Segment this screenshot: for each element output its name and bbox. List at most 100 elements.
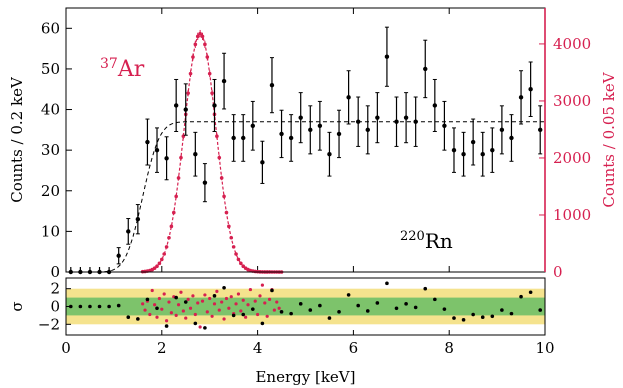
residual-data-point (538, 308, 542, 312)
ar37-point (158, 262, 162, 266)
residual-ar37-point (199, 325, 202, 328)
x-tick-label: 10 (535, 339, 554, 357)
residual-ar37-point (256, 313, 259, 316)
residual-y-tick-label: 2 (50, 280, 60, 298)
residual-ar37-point (261, 284, 264, 287)
data-point (433, 103, 437, 107)
residual-ar37-point (170, 311, 173, 314)
x-tick-label: 4 (253, 339, 263, 357)
data-point (481, 152, 485, 156)
residual-data-point (356, 304, 360, 308)
ar37-point (194, 43, 198, 47)
residual-data-point (337, 310, 341, 314)
residual-data-point (232, 314, 236, 318)
data-point (500, 128, 504, 132)
ar37-annotation: 37Ar (100, 56, 145, 82)
residual-data-point (203, 326, 207, 330)
ar37-point (239, 262, 243, 266)
data-point (289, 136, 293, 140)
residual-ar37-point (153, 303, 156, 306)
data-point (164, 156, 168, 160)
data-point (538, 128, 542, 132)
residual-ar37-point (148, 313, 151, 316)
residual-data-point (471, 313, 475, 317)
residual-ar37-point (177, 303, 180, 306)
residual-data-point (194, 322, 198, 326)
residual-ar37-point (242, 299, 245, 302)
residual-ar37-point (263, 301, 266, 304)
residual-ar37-point (225, 297, 228, 300)
residual-ar37-point (230, 295, 233, 298)
ar37-point (189, 72, 193, 76)
data-point (423, 67, 427, 71)
data-point (385, 55, 389, 59)
y-tick-label-left: 40 (41, 101, 60, 119)
ar37-point (198, 32, 202, 36)
data-point (116, 254, 120, 258)
residual-ar37-point (275, 300, 278, 303)
residual-data-point (261, 322, 265, 326)
residual-ar37-point (143, 308, 146, 311)
residual-ar37-point (179, 291, 182, 294)
ar37-point (215, 134, 219, 138)
data-point (251, 124, 255, 128)
residual-ar37-point (191, 294, 194, 297)
y-tick-label-left: 0 (50, 263, 60, 281)
data-point (174, 103, 178, 107)
data-point (528, 87, 532, 91)
residual-ar37-point (220, 300, 223, 303)
residual-data-point (289, 312, 293, 316)
residual-data-point (443, 307, 447, 311)
residual-ar37-point (189, 307, 192, 310)
residual-data-point (299, 302, 303, 306)
residual-data-point (433, 298, 437, 302)
ar37-point (174, 195, 178, 199)
x-axis-label: Energy [keV] (255, 368, 355, 386)
y-tick-label-left: 30 (41, 141, 60, 159)
ar37-point (167, 236, 171, 240)
ar37-model-curve (143, 34, 282, 272)
y-tick-label-left: 60 (41, 19, 60, 37)
residual-ar37-point (268, 298, 271, 301)
residual-data-point (241, 313, 245, 317)
ar37-annotation-base: Ar (117, 57, 145, 82)
data-point (145, 140, 149, 144)
residual-data-point (174, 296, 178, 300)
data-point (193, 152, 197, 156)
data-point (413, 120, 417, 124)
data-point (471, 140, 475, 144)
ar37-point (196, 35, 200, 39)
residual-ar37-point (141, 302, 144, 305)
data-point (327, 152, 331, 156)
y-tick-label-right: 2000 (553, 149, 591, 167)
ar37-point (177, 176, 181, 180)
residual-data-point (308, 308, 312, 312)
ar37-point (203, 43, 207, 47)
rn220-annotation-base: Rn (425, 229, 453, 253)
ar37-point (162, 252, 166, 256)
residual-data-point (452, 316, 456, 320)
data-point (231, 136, 235, 140)
data-point (509, 136, 513, 140)
residual-data-point (107, 305, 111, 309)
residual-data-point (88, 305, 92, 309)
data-point (203, 180, 207, 184)
residual-data-point (395, 306, 399, 310)
residual-data-point (510, 312, 514, 316)
x-tick-label: 8 (444, 339, 454, 357)
ar37-point (160, 258, 164, 262)
residual-data-point (500, 308, 504, 312)
residual-ar37-point (278, 307, 281, 310)
data-point (184, 107, 188, 111)
residual-ar37-point (254, 300, 257, 303)
residual-ar37-point (155, 316, 158, 319)
ar37-point (210, 91, 214, 95)
residual-ar37-point (218, 308, 221, 311)
y-tick-label-left: 50 (41, 60, 60, 78)
y-tick-label-right: 0 (553, 263, 563, 281)
residual-data-point (481, 315, 485, 319)
residual-ar37-point (249, 288, 252, 291)
y-tick-label-right: 1000 (553, 206, 591, 224)
y-axis-label-left: Counts / 0.2 keV (8, 76, 26, 203)
